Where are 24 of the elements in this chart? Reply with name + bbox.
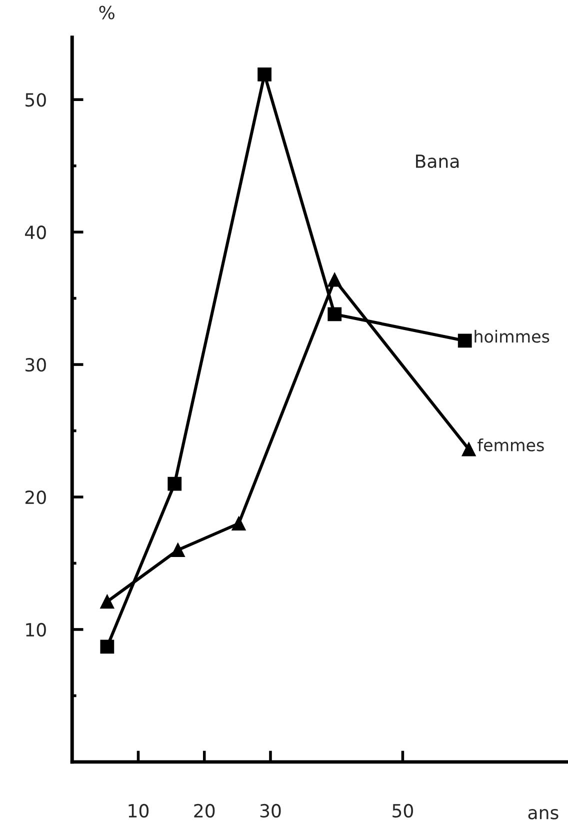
- x-axis-title: ans: [528, 809, 558, 820]
- point: [100, 594, 114, 609]
- point: [258, 67, 272, 82]
- y-tick-label: 50: [26, 93, 46, 107]
- x-tick-label: 30: [260, 804, 281, 818]
- y-axis-title: %: [99, 6, 114, 20]
- point: [458, 334, 472, 348]
- annotation: Bana: [416, 154, 459, 168]
- point: [328, 307, 342, 322]
- x-tick-label: 50: [392, 804, 413, 818]
- y-tick-label: 40: [25, 226, 46, 240]
- point: [462, 442, 476, 456]
- point: [100, 640, 114, 654]
- y-tick-label: 30: [26, 358, 46, 372]
- x-tick-label: 20: [194, 804, 215, 818]
- y-tick-label: 20: [25, 490, 46, 504]
- point: [232, 516, 246, 530]
- y-tick-label: 10: [26, 622, 46, 637]
- series-label: hoimmes: [474, 330, 550, 343]
- x-tick-label: 10: [128, 804, 149, 818]
- point: [328, 272, 342, 287]
- point: [170, 543, 185, 557]
- point: [168, 476, 182, 491]
- series-label: femmes: [478, 438, 544, 452]
